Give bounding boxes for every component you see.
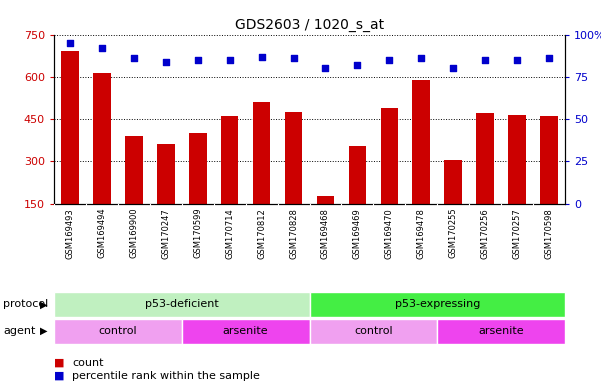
Point <box>193 57 203 63</box>
Bar <box>508 115 526 204</box>
Text: GSM170257: GSM170257 <box>513 208 522 258</box>
Bar <box>61 51 79 204</box>
Title: GDS2603 / 1020_s_at: GDS2603 / 1020_s_at <box>235 18 384 32</box>
Bar <box>54 292 310 317</box>
Bar <box>182 319 310 344</box>
Point <box>225 57 234 63</box>
Point <box>66 40 75 46</box>
Text: GSM169470: GSM169470 <box>385 208 394 258</box>
Text: control: control <box>354 326 392 336</box>
Bar <box>310 292 565 317</box>
Text: p53-deficient: p53-deficient <box>145 299 219 310</box>
Text: GSM170255: GSM170255 <box>449 208 458 258</box>
Bar <box>157 144 175 204</box>
Text: control: control <box>99 326 137 336</box>
Point <box>288 55 298 61</box>
Text: GSM170828: GSM170828 <box>289 208 298 259</box>
Text: arsenite: arsenite <box>223 326 269 336</box>
Text: protocol: protocol <box>3 299 48 310</box>
Text: GSM170247: GSM170247 <box>161 208 170 258</box>
Text: GSM169468: GSM169468 <box>321 208 330 259</box>
Text: GSM169469: GSM169469 <box>353 208 362 258</box>
Point <box>353 62 362 68</box>
Bar <box>437 319 565 344</box>
Point <box>257 53 266 60</box>
Point <box>385 57 394 63</box>
Text: ■: ■ <box>54 358 64 368</box>
Text: ▶: ▶ <box>40 326 47 336</box>
Point <box>161 58 171 65</box>
Text: GSM170714: GSM170714 <box>225 208 234 258</box>
Bar <box>285 112 302 204</box>
Bar <box>477 113 494 204</box>
Bar <box>221 116 239 204</box>
Text: arsenite: arsenite <box>478 326 524 336</box>
Text: GSM169494: GSM169494 <box>97 208 106 258</box>
Text: count: count <box>72 358 103 368</box>
Text: GSM170812: GSM170812 <box>257 208 266 258</box>
Bar <box>125 136 142 204</box>
Text: ▶: ▶ <box>40 299 47 310</box>
Text: GSM170256: GSM170256 <box>481 208 490 258</box>
Bar <box>412 79 430 204</box>
Text: agent: agent <box>3 326 35 336</box>
Bar <box>444 160 462 204</box>
Bar <box>349 146 366 204</box>
Bar <box>253 102 270 204</box>
Bar <box>189 133 207 204</box>
Bar <box>540 116 558 204</box>
Text: percentile rank within the sample: percentile rank within the sample <box>72 371 260 381</box>
Text: GSM169478: GSM169478 <box>416 208 426 259</box>
Text: GSM169900: GSM169900 <box>129 208 138 258</box>
Bar <box>54 319 182 344</box>
Point <box>448 65 458 71</box>
Text: p53-expressing: p53-expressing <box>394 299 480 310</box>
Bar <box>317 197 334 204</box>
Point <box>480 57 490 63</box>
Text: GSM170599: GSM170599 <box>194 208 203 258</box>
Point <box>544 55 554 61</box>
Text: GSM170598: GSM170598 <box>545 208 554 258</box>
Point <box>97 45 107 51</box>
Bar <box>93 73 111 204</box>
Point <box>512 57 522 63</box>
Text: GSM169493: GSM169493 <box>66 208 75 258</box>
Bar <box>380 108 398 204</box>
Point <box>129 55 139 61</box>
Bar <box>310 319 437 344</box>
Point <box>321 65 331 71</box>
Text: ■: ■ <box>54 371 64 381</box>
Point <box>416 55 426 61</box>
